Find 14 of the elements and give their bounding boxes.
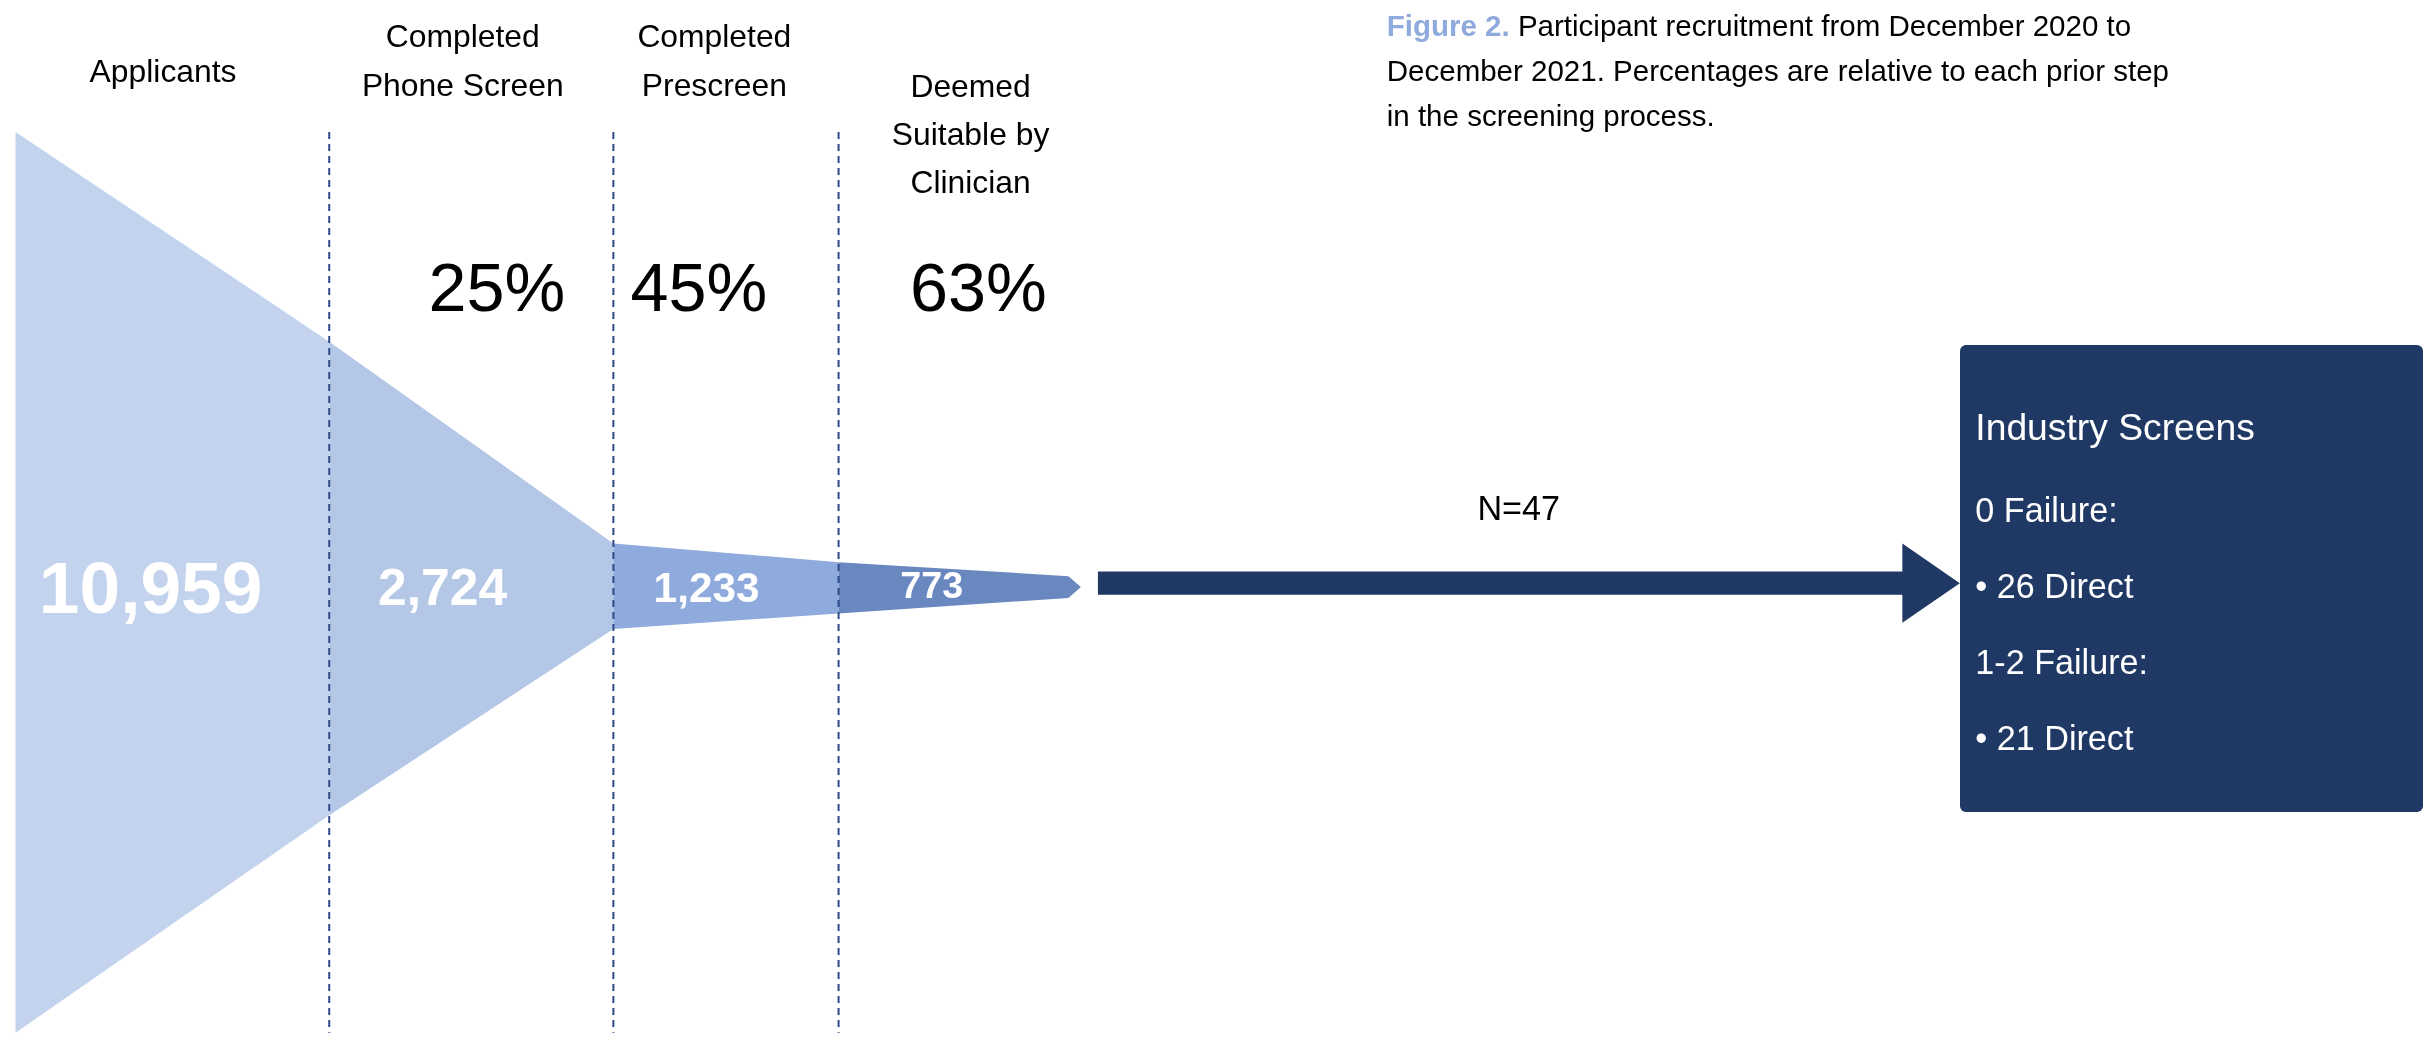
data-label: 773 xyxy=(900,564,964,607)
category-label: Completed Prescreen xyxy=(636,17,793,105)
category-label: Completed Phone Screen xyxy=(360,17,565,105)
category-label: Applicants xyxy=(88,51,238,91)
data-label: 10,959 xyxy=(38,546,263,628)
text: Figure 2. xyxy=(1386,9,1510,43)
data-label: 2,724 xyxy=(378,558,508,617)
text: 45% xyxy=(629,248,769,327)
panel: Industry Screens 0 Failure: • 26 Direct 1-2 Failure: • 21 Direct xyxy=(1959,344,2423,813)
text: N=47 xyxy=(1476,489,1562,529)
data-label: 1,233 xyxy=(653,563,760,611)
category-label: Deemed Suitable by Clinician xyxy=(890,67,1051,203)
text: 25% xyxy=(427,248,567,327)
text: 63% xyxy=(908,248,1048,327)
